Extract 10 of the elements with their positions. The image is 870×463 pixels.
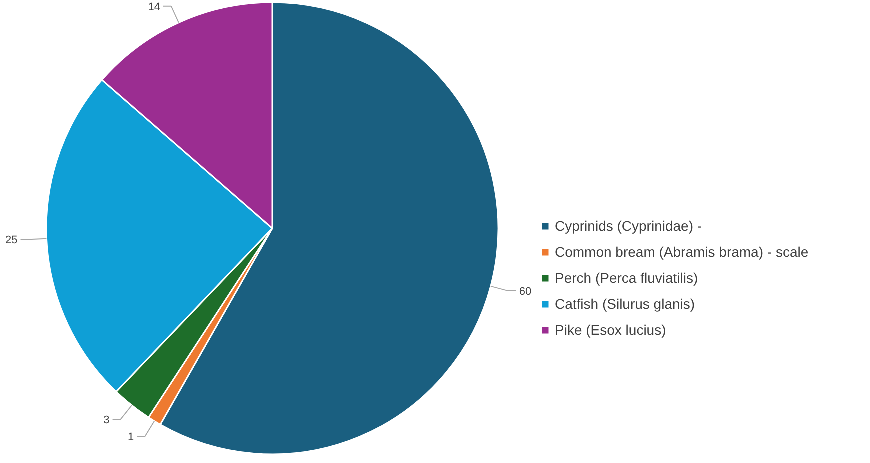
legend-label: Cyprinids (Cyprinidae) - <box>555 218 702 234</box>
legend-label: Perch (Perca fluviatilis) <box>555 270 698 286</box>
data-label: 3 <box>104 414 110 427</box>
data-label: 14 <box>148 1 160 14</box>
legend-label: Catfish (Silurus glanis) <box>555 296 696 312</box>
data-label: 25 <box>6 234 18 247</box>
legend-label: Common bream (Abramis brama) - scale <box>555 244 809 260</box>
data-label: 1 <box>128 432 134 444</box>
data-label: 60 <box>519 286 532 298</box>
legend-label: Pike (Esox lucius) <box>555 322 666 338</box>
